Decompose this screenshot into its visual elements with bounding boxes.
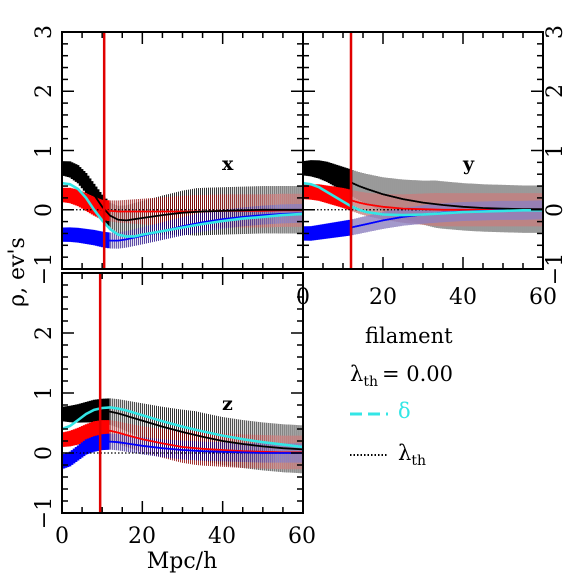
- legend: filament λth = 0.00 δ λth: [350, 324, 453, 469]
- legend-delta-label: δ: [398, 399, 411, 423]
- x-tick-label-0: 0: [55, 524, 69, 549]
- panel-y: y 3 2 1 0 −1 0 20 40 60: [296, 25, 568, 310]
- y-tick-label-0: 0: [32, 203, 57, 217]
- panel-y-x-tick-label-20: 20: [369, 285, 397, 310]
- legend-threshold-sub: th: [363, 374, 378, 390]
- panel-z-blue-series-line: [62, 440, 303, 463]
- z-y-tick-label-0: 0: [32, 446, 57, 460]
- panel-y-black-series-line: [303, 167, 543, 211]
- panel-z-red-series-line: [62, 429, 303, 454]
- right-y-tick-label-2: 2: [543, 84, 568, 98]
- panel-z-plot-area: [62, 273, 303, 513]
- right-y-tick-label-minus1: −1: [543, 253, 568, 285]
- right-y-tick-label-3: 3: [543, 25, 568, 39]
- panel-y-red-series-line: [303, 191, 543, 211]
- panel-y-cyan-series-line: [303, 181, 543, 217]
- panel-z-tag: z: [222, 393, 233, 415]
- legend-threshold-lambda: λ: [350, 362, 363, 386]
- panel-y-x-tick-label-60: 60: [529, 285, 557, 310]
- y-tick-label-minus1: −1: [32, 253, 57, 285]
- panel-x-cyan-series-line: [62, 181, 303, 238]
- panel-z-cyan-series-line: [62, 406, 303, 449]
- z-y-tick-label-minus1: −1: [32, 497, 57, 529]
- panel-z: z 2 1 0 −1 0 20 40 60: [32, 272, 316, 549]
- panel-z-black-series-line: [62, 410, 303, 451]
- right-y-tick-label-1: 1: [543, 144, 568, 158]
- x-tick-label-60: 60: [288, 524, 316, 549]
- x-axis-title: Mpc/h: [147, 549, 218, 574]
- legend-threshold-value: = 0.00: [382, 362, 453, 386]
- y-tick-label-2: 2: [32, 84, 57, 98]
- panel-y-tag: y: [462, 153, 475, 175]
- legend-lambda-sub: th: [411, 453, 426, 469]
- legend-lambda-symbol: λ: [398, 441, 411, 465]
- y-axis-title: ρ, ev's: [5, 237, 30, 307]
- panel-y-ticks: [302, 31, 544, 270]
- legend-threshold: λth = 0.00: [350, 362, 453, 390]
- panel-x-black-series-line: [62, 167, 303, 222]
- legend-title: filament: [365, 324, 453, 348]
- legend-lambda-label: λth: [398, 441, 426, 469]
- panel-y-plot-area: [303, 32, 543, 269]
- panel-z-frame: [61, 272, 304, 514]
- y-tick-label-3: 3: [32, 25, 57, 39]
- panel-z-ticks: [61, 272, 304, 514]
- x-tick-label-20: 20: [128, 524, 156, 549]
- panel-x: x 3 2 1 0 −1: [32, 25, 304, 285]
- x-tick-label-40: 40: [208, 524, 236, 549]
- panel-x-plot-area: [62, 32, 303, 269]
- y-tick-label-1: 1: [32, 144, 57, 158]
- panel-x-tag: x: [222, 153, 234, 175]
- panel-y-x-tick-label-40: 40: [449, 285, 477, 310]
- z-y-tick-label-2: 2: [32, 326, 57, 340]
- z-y-tick-label-1: 1: [32, 386, 57, 400]
- right-y-tick-label-0: 0: [543, 203, 568, 217]
